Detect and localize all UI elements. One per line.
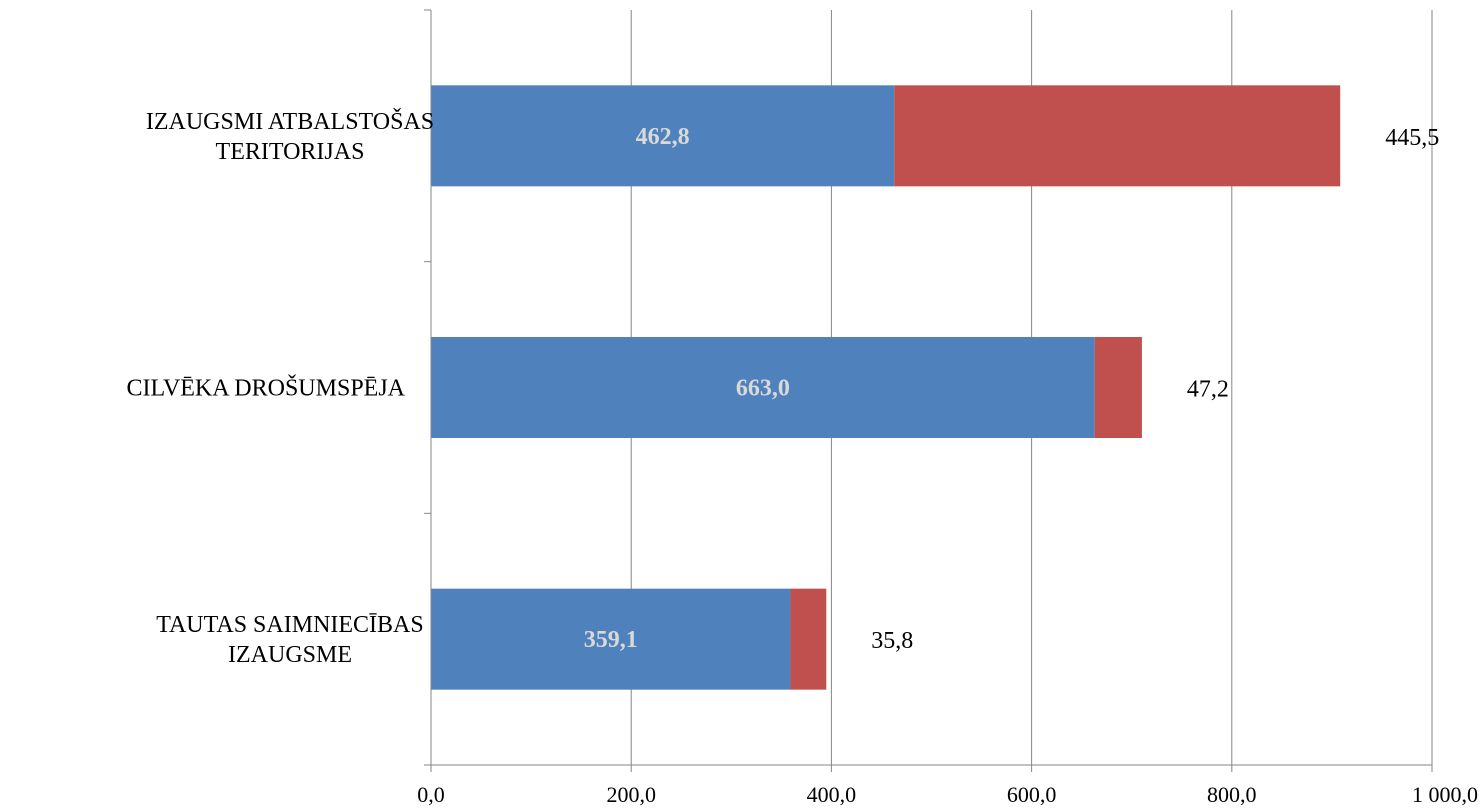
category-label: IZAUGSMI ATBALSTOŠAS TERITORIJAS [146,108,434,165]
axes [424,9,1433,772]
data-label-inside: 359,1 [584,627,638,653]
bar-segment-2 [790,588,827,690]
category-label-line: CILVĒKA DROŠUMSPĒJA [126,375,405,402]
bar-segment-2 [1094,337,1142,438]
data-label-outside: 35,8 [871,628,913,654]
x-tick-label: 400,0 [807,782,857,807]
bar-segment-2 [894,85,1341,187]
bars [431,85,1341,690]
category-label: CILVĒKA DROŠUMSPĒJA [126,375,405,402]
bar-segment-1 [431,337,1095,438]
category-label: TAUTAS SAIMNIECĪBAS IZAUGSME [156,612,424,668]
data-label-inside: 462,8 [636,124,690,150]
category-label-line: TERITORIJAS [216,139,365,165]
category-label-line: IZAUGSMI ATBALSTOŠAS [146,108,434,135]
labels: 462,8 445,5 IZAUGSMI ATBALSTOŠAS TERITORIJA… [126,108,1478,807]
category-label-line: IZAUGSME [228,642,352,668]
bar-segment-1 [431,85,895,187]
x-tick-label: 1 000,0 [1412,782,1478,807]
data-label-outside: 47,2 [1187,377,1229,403]
data-label-inside: 663,0 [736,376,790,402]
x-tick-label: 200,0 [606,782,656,807]
category-label-line: TAUTAS SAIMNIECĪBAS [156,612,424,638]
x-tick-label: 800,0 [1207,782,1257,807]
bar-segment-1 [431,588,791,690]
x-tick-label: 600,0 [1007,782,1057,807]
x-tick-label: 0,0 [417,782,445,807]
data-label-outside: 445,5 [1385,125,1439,151]
